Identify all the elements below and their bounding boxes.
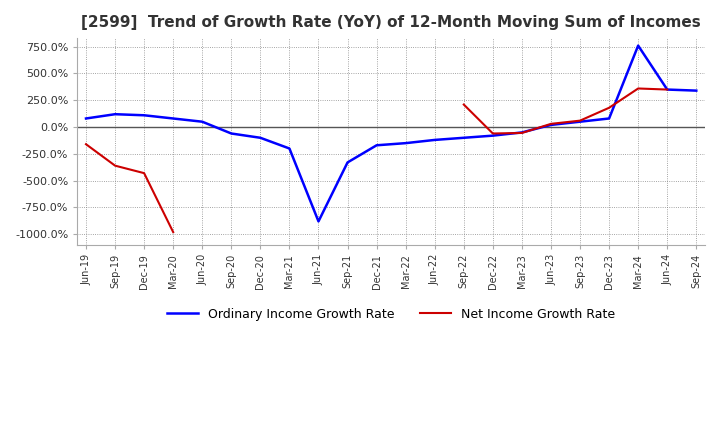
Title: [2599]  Trend of Growth Rate (YoY) of 12-Month Moving Sum of Incomes: [2599] Trend of Growth Rate (YoY) of 12-… (81, 15, 701, 30)
Legend: Ordinary Income Growth Rate, Net Income Growth Rate: Ordinary Income Growth Rate, Net Income … (162, 303, 620, 326)
